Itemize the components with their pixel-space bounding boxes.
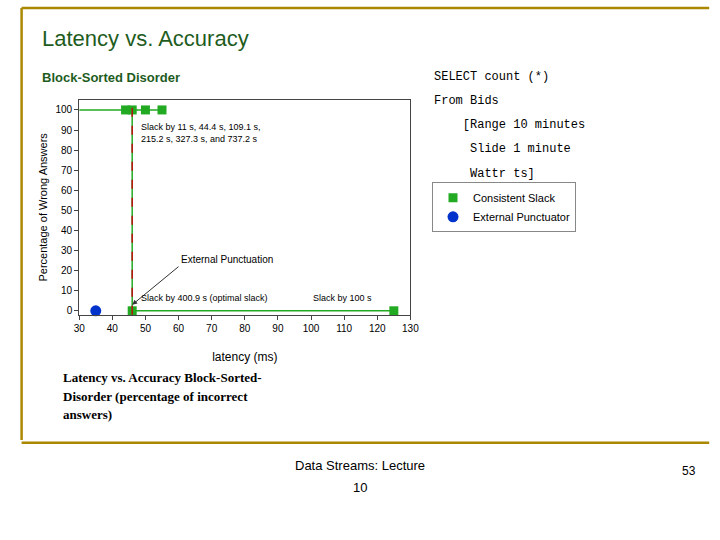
svg-text:External Punctuator: External Punctuator	[473, 211, 570, 223]
svg-text:30: 30	[61, 245, 73, 256]
svg-text:Slack by 11 s, 44.4 s, 109.1 s: Slack by 11 s, 44.4 s, 109.1 s,215.2 s, …	[141, 122, 260, 144]
svg-text:Slide 1 minute: Slide 1 minute	[434, 142, 571, 156]
svg-text:80: 80	[61, 145, 73, 156]
svg-text:40: 40	[107, 323, 119, 334]
svg-text:50: 50	[61, 205, 73, 216]
svg-text:0: 0	[67, 305, 73, 316]
svg-text:External Punctuation: External Punctuation	[181, 254, 273, 265]
svg-text:100: 100	[56, 104, 73, 115]
svg-text:90: 90	[61, 125, 73, 136]
svg-text:20: 20	[61, 265, 73, 276]
svg-text:80: 80	[239, 323, 251, 334]
svg-text:Slack by 100 s: Slack by 100 s	[313, 293, 372, 303]
svg-text:Data Streams: Lecture: Data Streams: Lecture	[295, 458, 425, 473]
svg-text:latency (ms): latency (ms)	[212, 350, 277, 364]
svg-text:100: 100	[303, 323, 320, 334]
svg-text:53: 53	[682, 464, 696, 478]
svg-text:Wattr ts]: Wattr ts]	[434, 167, 535, 181]
svg-text:10: 10	[61, 285, 73, 296]
svg-text:30: 30	[74, 323, 86, 334]
svg-text:Block-Sorted Disorder: Block-Sorted Disorder	[42, 70, 180, 85]
svg-text:[Range 10 minutes: [Range 10 minutes	[434, 118, 585, 132]
svg-text:Disorder (percentage of incorr: Disorder (percentage of incorrect	[63, 389, 248, 404]
svg-text:70: 70	[206, 323, 218, 334]
svg-text:110: 110	[336, 323, 352, 334]
svg-text:40: 40	[61, 225, 73, 236]
svg-text:From Bids: From Bids	[434, 94, 499, 108]
svg-text:SELECT count (*): SELECT count (*)	[434, 70, 549, 84]
svg-text:60: 60	[61, 185, 73, 196]
svg-text:Latency vs. Accuracy Block-Sor: Latency vs. Accuracy Block-Sorted-	[63, 370, 262, 385]
svg-text:70: 70	[61, 165, 73, 176]
svg-text:60: 60	[173, 323, 185, 334]
svg-text:answers): answers)	[63, 407, 112, 422]
svg-text:130: 130	[402, 323, 419, 334]
svg-text:Latency vs. Accuracy: Latency vs. Accuracy	[42, 26, 249, 51]
svg-text:Consistent Slack: Consistent Slack	[473, 192, 555, 204]
svg-text:10: 10	[353, 480, 367, 495]
svg-text:120: 120	[369, 323, 386, 334]
svg-text:90: 90	[272, 323, 284, 334]
svg-text:50: 50	[140, 323, 152, 334]
svg-text:Percentage of Wrong Answers: Percentage of Wrong Answers	[37, 133, 49, 282]
svg-text:Slack by 400.9 s (optimal slac: Slack by 400.9 s (optimal slack)	[141, 293, 268, 303]
